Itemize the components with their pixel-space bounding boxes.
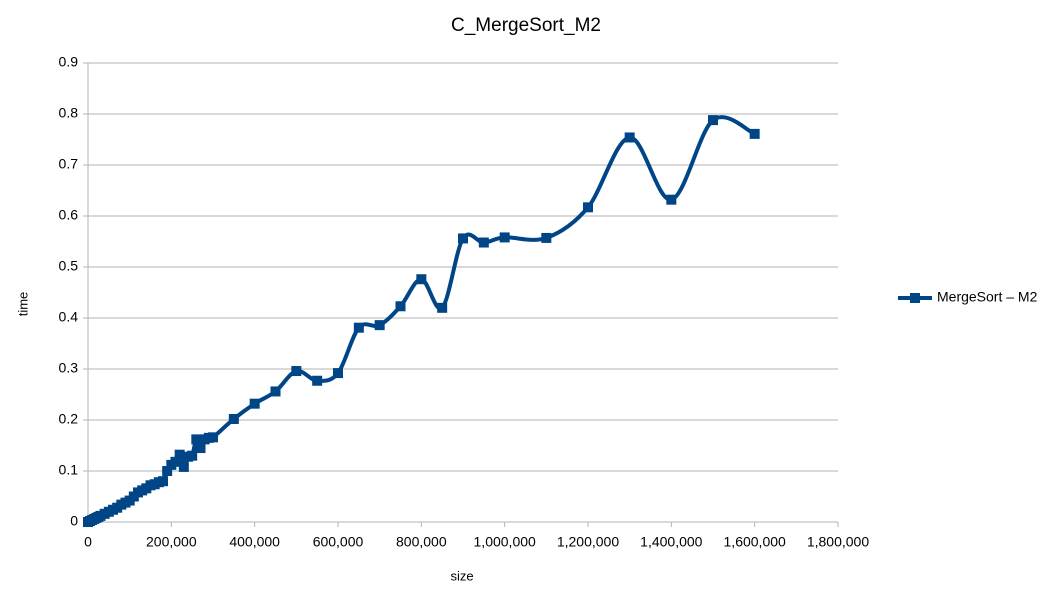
marker bbox=[458, 233, 468, 244]
marker bbox=[191, 434, 202, 445]
y-tick-label: 0.5 bbox=[59, 258, 79, 274]
marker bbox=[187, 450, 198, 461]
marker bbox=[333, 368, 343, 379]
x-tick-label: 800,000 bbox=[396, 534, 447, 550]
y-tick-label: 0.4 bbox=[59, 309, 79, 325]
marker bbox=[353, 322, 364, 333]
x-tick-label: 200,000 bbox=[146, 534, 197, 550]
marker bbox=[499, 232, 510, 243]
x-axis-title: size bbox=[450, 568, 473, 583]
x-tick-label: 1,800,000 bbox=[807, 534, 869, 550]
y-tick-label: 0.9 bbox=[59, 54, 79, 70]
y-tick-label: 0.2 bbox=[59, 411, 79, 427]
y-tick-label: 0.6 bbox=[59, 207, 79, 223]
marker bbox=[749, 128, 760, 139]
y-tick-label: 0.1 bbox=[59, 462, 79, 478]
marker bbox=[666, 194, 677, 205]
marker bbox=[249, 398, 260, 409]
marker bbox=[437, 302, 448, 313]
y-tick-label: 0.3 bbox=[59, 360, 79, 376]
x-tick-label: 600,000 bbox=[313, 534, 364, 550]
marker bbox=[291, 366, 302, 377]
marker bbox=[708, 115, 718, 126]
marker bbox=[170, 456, 181, 467]
marker bbox=[174, 449, 185, 460]
x-tick-label: 1,600,000 bbox=[724, 534, 786, 550]
marker bbox=[416, 274, 427, 285]
marker bbox=[478, 237, 489, 248]
marker bbox=[624, 132, 635, 143]
marker bbox=[374, 320, 385, 331]
x-tick-label: 400,000 bbox=[229, 534, 280, 550]
marker bbox=[195, 443, 206, 454]
x-tick-label: 1,000,000 bbox=[474, 534, 536, 550]
y-tick-label: 0.8 bbox=[59, 105, 79, 121]
chart-title: C_MergeSort_M2 bbox=[451, 15, 601, 36]
marker bbox=[208, 432, 218, 443]
marker bbox=[270, 386, 281, 397]
y-tick-label: 0 bbox=[70, 513, 78, 529]
x-tick-label: 1,400,000 bbox=[640, 534, 702, 550]
marker bbox=[178, 461, 189, 472]
legend-label: MergeSort – M2 bbox=[937, 289, 1038, 305]
marker bbox=[228, 413, 239, 424]
marker bbox=[583, 202, 593, 213]
legend-marker bbox=[910, 293, 920, 303]
marker bbox=[395, 301, 406, 312]
x-tick-label: 1,200,000 bbox=[557, 534, 619, 550]
marker bbox=[312, 375, 323, 386]
x-tick-label: 0 bbox=[84, 534, 92, 550]
marker bbox=[158, 476, 168, 487]
y-axis-title: time bbox=[15, 292, 30, 317]
y-tick-label: 0.7 bbox=[59, 156, 79, 172]
marker bbox=[162, 466, 173, 476]
marker bbox=[541, 232, 552, 243]
